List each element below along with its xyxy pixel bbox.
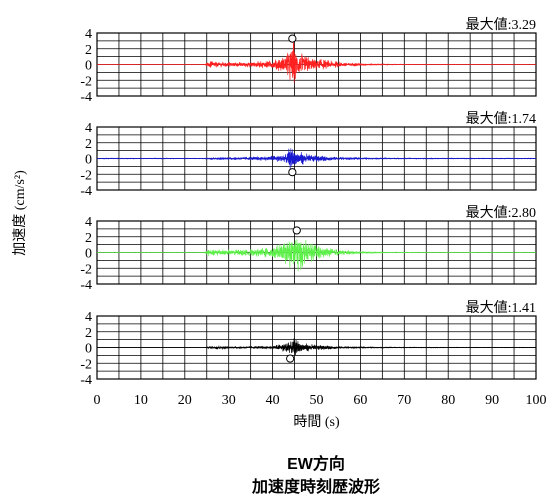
max-point-marker [288,34,297,43]
x-tick-label: 40 [266,393,280,408]
x-tick-label: 90 [485,393,499,408]
panel-4: 420-2-4 最大値:1.41 [80,300,537,388]
series-line [96,338,537,356]
panel-3: 420-2-4 最大値:2.80 [80,205,537,293]
y-tick-label: 4 [85,27,92,42]
x-tick-label: 0 [94,393,101,408]
y-tick-label: 4 [85,121,92,136]
y-tick-label: -4 [80,90,92,105]
max-point-marker [292,226,301,235]
panel-1: 420-2-4 最大値:3.29 [80,17,537,105]
x-tick-label: 100 [526,393,547,408]
panel-2: 420-2-4 最大値:1.74 [80,111,537,199]
caption-line-1: EW方向 [287,454,345,473]
y-tick-label: 2 [85,43,92,58]
x-axis: 0 10 20 30 40 50 60 70 80 90 100 [94,393,547,408]
y-tick-label: -2 [80,168,92,183]
y-tick-label: -2 [80,74,92,89]
max-point-marker [288,168,297,177]
x-tick-label: 70 [397,393,411,408]
y-tick-label: -4 [80,373,92,388]
x-tick-label: 10 [134,393,148,408]
max-value-label: 最大値:3.29 [466,17,536,33]
y-tick-label: 2 [85,137,92,152]
chart-panels: 420-2-4最大値:3.29420-2-4最大値:1.74420-2-4最大値… [80,17,537,388]
x-tick-label: 60 [353,393,367,408]
y-tick-label: 4 [85,310,92,325]
x-tick-label: 80 [441,393,455,408]
series-line [96,41,537,84]
y-tick-label: 0 [85,153,92,168]
x-tick-label: 20 [178,393,192,408]
y-tick-label: 2 [85,326,92,341]
max-point-marker [286,354,295,363]
y-tick-label: 4 [85,215,92,230]
max-value-label: 最大値:1.74 [466,111,536,127]
y-tick-label: -4 [80,184,92,199]
y-tick-label: 0 [85,59,92,74]
y-axis-label: 加速度 (cm/s²) [12,170,28,256]
x-axis-label: 時間 (s) [293,414,340,430]
y-tick-label: -2 [80,357,92,372]
series-line [96,239,537,272]
y-tick-label: 0 [85,247,92,262]
y-tick-label: 0 [85,342,92,357]
x-tick-label: 30 [222,393,236,408]
max-value-label: 最大値:1.41 [466,300,536,316]
y-tick-label: -4 [80,278,92,293]
y-tick-label: 2 [85,231,92,246]
x-tick-label: 50 [310,393,324,408]
max-value-label: 最大値:2.80 [466,205,536,221]
caption-line-2: 加速度時刻歴波形 [251,477,380,496]
series-line [96,148,537,169]
y-tick-label: -2 [80,262,92,277]
